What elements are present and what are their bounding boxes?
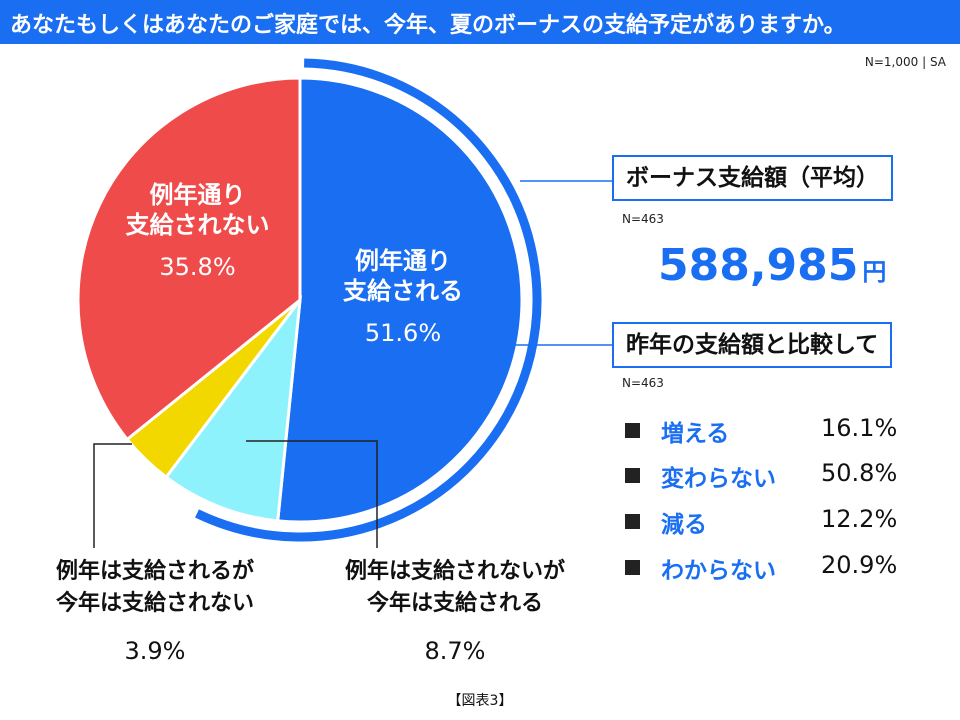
compare-row-decrease: 減る 12.2% <box>625 503 945 541</box>
slice-value-regular-paid: 51.6% <box>364 319 442 347</box>
slice-label-usually-paid-not-this-year: 例年は支給されるが 今年は支給されない 3.9% <box>20 556 290 669</box>
compare-value-decrease: 12.2% <box>821 505 898 533</box>
slice-value-usually-paid-not-this-year: 3.9% <box>124 636 186 665</box>
slice-usually-unpaid-this-year-paid <box>164 294 303 523</box>
leader-line-usually-paid <box>93 443 132 548</box>
bullet-square-icon <box>625 514 640 529</box>
compare-value-same: 50.8% <box>821 459 898 487</box>
slice-regular-unpaid <box>76 76 302 442</box>
bonus-amount: 588,985 円 <box>658 240 886 291</box>
bullet-square-icon <box>625 468 640 483</box>
slice-label-regular-paid-line2: 支給される <box>343 277 463 305</box>
compare-row-unknown: わからない 20.9% <box>625 549 945 587</box>
slice-label-usually-unpaid-this-year-paid: 例年は支給されないが 今年は支給される 8.7% <box>310 556 600 669</box>
compare-row-increase: 増える 16.1% <box>625 412 945 450</box>
slice-label-usually-paid-line2: 今年は支給されない <box>55 590 254 616</box>
compare-box-title: 昨年の支給額と比較して <box>612 322 893 368</box>
bonus-amount-unit: 円 <box>862 258 887 286</box>
figure-caption: 【図表3】 <box>447 693 513 709</box>
compare-label-same: 変わらない <box>661 466 776 492</box>
slice-label-usually-paid-line1: 例年は支給されるが <box>55 559 254 584</box>
slice-label-regular-unpaid: 例年通り 支給されない 35.8% <box>110 180 285 282</box>
sample-note: N=1,000 | SA <box>864 55 946 69</box>
slice-value-usually-unpaid-this-year-paid: 8.7% <box>424 636 486 665</box>
title-bar: あなたもしくはあなたのご家庭では、今年、夏のボーナスの支給予定がありますか。 <box>0 0 960 44</box>
bonus-amount-value: 588,985 <box>658 240 859 291</box>
bonus-n-note: N=463 <box>622 212 664 226</box>
highlight-ring <box>195 58 542 542</box>
slice-label-regular-paid-line1: 例年通り <box>355 247 451 275</box>
slice-value-regular-unpaid: 35.8% <box>159 253 236 281</box>
slice-label-usually-unpaid-line2: 今年は支給される <box>366 590 543 616</box>
compare-label-increase: 増える <box>661 421 730 447</box>
compare-value-increase: 16.1% <box>821 414 898 442</box>
slice-label-regular-unpaid-line1: 例年通り <box>149 181 246 209</box>
slice-label-usually-unpaid-line1: 例年は支給されないが <box>344 559 565 584</box>
leader-line-usually-unpaid <box>246 440 378 548</box>
slice-regular-paid <box>276 76 524 524</box>
compare-row-same: 変わらない 50.8% <box>625 457 945 495</box>
compare-label-decrease: 減る <box>661 512 707 538</box>
compare-label-unknown: わからない <box>661 558 776 584</box>
compare-value-unknown: 20.9% <box>821 551 898 579</box>
bullet-square-icon <box>625 423 640 438</box>
bonus-box-title: ボーナス支給額（平均） <box>612 155 893 201</box>
chart-title: あなたもしくはあなたのご家庭では、今年、夏のボーナスの支給予定がありますか。 <box>10 13 846 38</box>
slice-label-regular-paid: 例年通り 支給される 51.6% <box>318 246 488 348</box>
bullet-square-icon <box>625 560 640 575</box>
slice-label-regular-unpaid-line2: 支給されない <box>125 211 270 239</box>
compare-n-note: N=463 <box>622 376 664 390</box>
